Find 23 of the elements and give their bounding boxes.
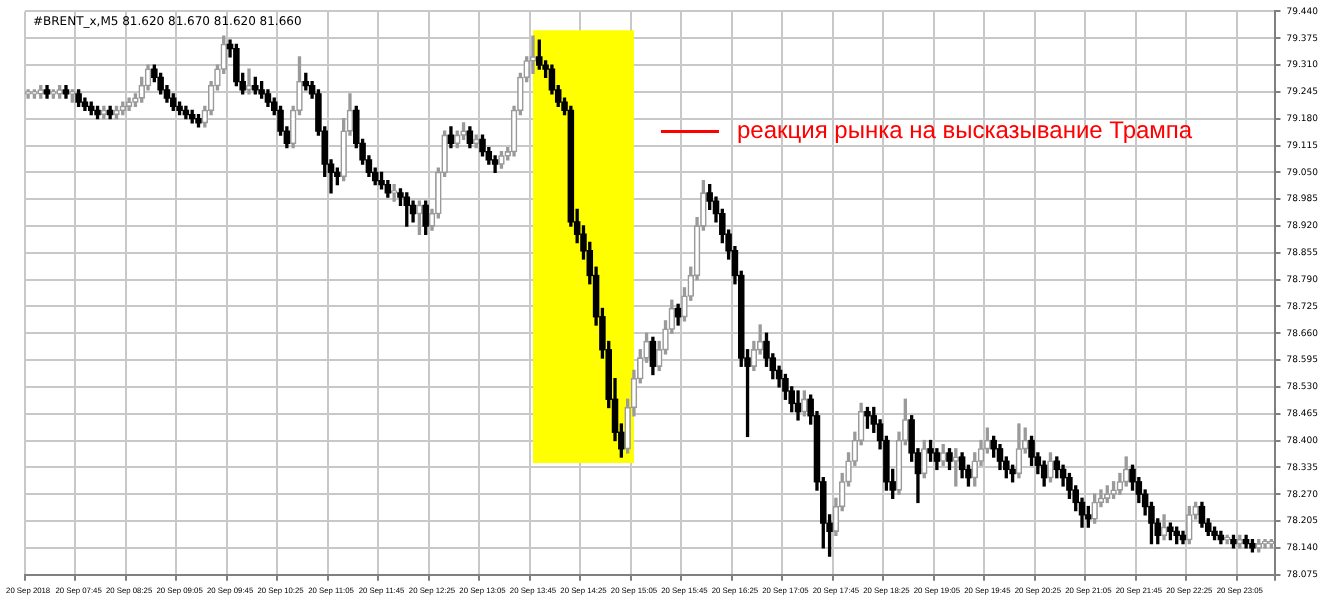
candlestick [100, 105, 108, 120]
candlestick [1015, 423, 1023, 479]
candlestick [1091, 493, 1098, 524]
candlestick [1047, 452, 1054, 483]
candlestick [801, 390, 808, 417]
candlestick [113, 105, 120, 120]
candlestick [31, 89, 38, 99]
candlestick [245, 68, 253, 95]
candlestick [24, 89, 32, 99]
candlestick [1261, 538, 1269, 549]
candlestick [1160, 514, 1168, 541]
candlestick [125, 97, 133, 112]
candlestick [454, 130, 461, 149]
candlestick [921, 439, 928, 479]
candlestick [390, 184, 398, 202]
candlestick [1122, 456, 1130, 487]
candlestick [69, 89, 76, 103]
candlestick [529, 35, 537, 74]
candlestick [416, 200, 423, 235]
candlestick [1186, 505, 1193, 545]
annotation: реакция рынка на высказывание Трампа [736, 116, 1193, 145]
candlestick [472, 134, 480, 149]
candlestick [50, 89, 57, 99]
